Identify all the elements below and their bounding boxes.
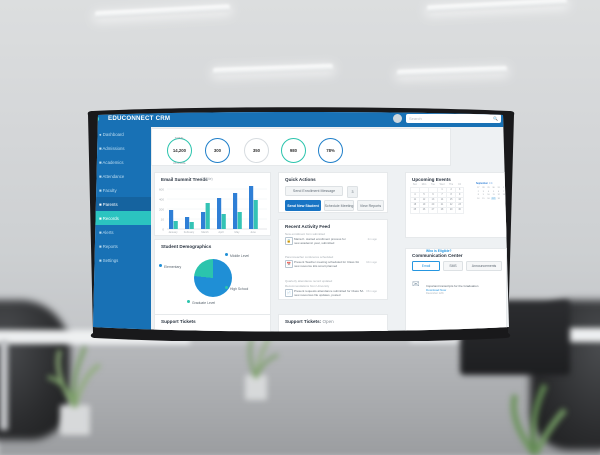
svg-text:600: 600 xyxy=(159,188,164,192)
svg-text:March: March xyxy=(201,230,209,234)
svg-text:June: June xyxy=(250,230,256,234)
svg-text:February: February xyxy=(184,230,195,234)
svg-text:April: April xyxy=(218,230,224,234)
svg-text:10: 10 xyxy=(161,218,165,222)
svg-text:400: 400 xyxy=(159,198,164,202)
svg-text:0: 0 xyxy=(162,228,164,232)
svg-text:May: May xyxy=(235,230,241,234)
svg-text:200: 200 xyxy=(159,208,164,212)
svg-text:January: January xyxy=(168,230,178,234)
